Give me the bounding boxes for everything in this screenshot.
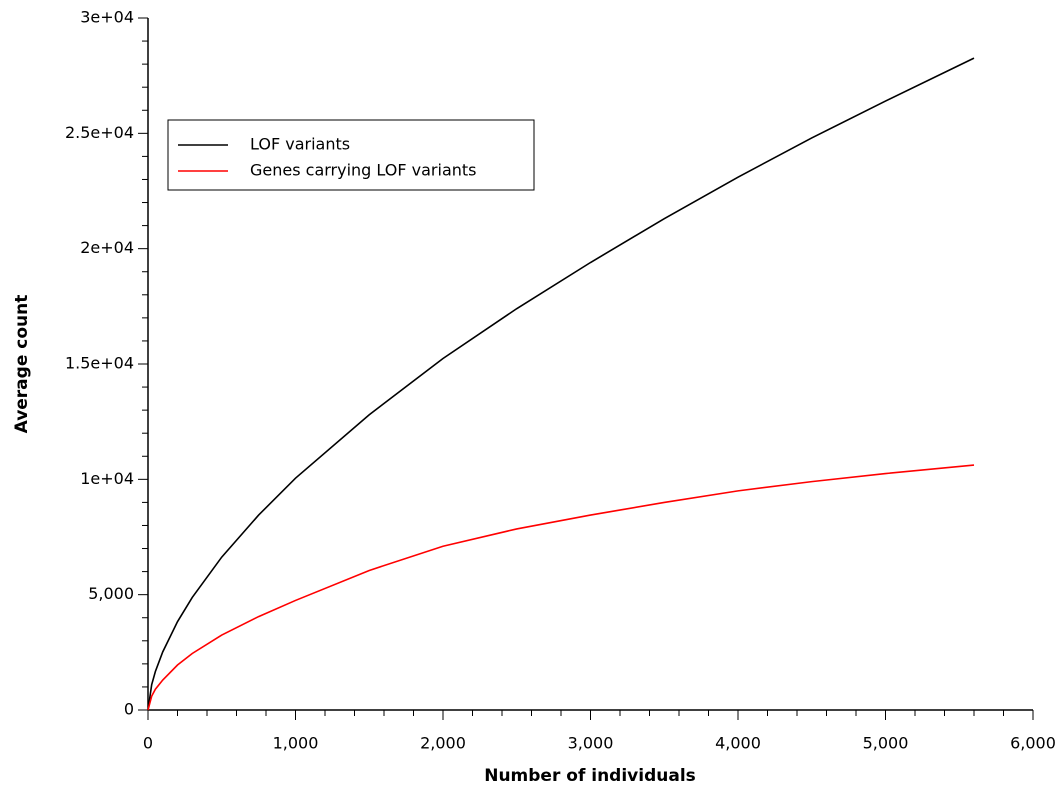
x-tick-label: 6,000 bbox=[1010, 734, 1056, 753]
y-tick-label: 1e+04 bbox=[80, 469, 134, 488]
x-tick-label: 4,000 bbox=[715, 734, 761, 753]
y-tick-label: 5,000 bbox=[88, 584, 134, 603]
x-tick-label: 2,000 bbox=[420, 734, 466, 753]
series-line bbox=[147, 464, 975, 711]
y-axis-label: Average count bbox=[12, 295, 32, 434]
legend-label: LOF variants bbox=[250, 135, 350, 154]
x-tick-label: 5,000 bbox=[863, 734, 909, 753]
x-axis-label: Number of individuals bbox=[484, 766, 696, 786]
x-tick-label: 1,000 bbox=[273, 734, 319, 753]
y-tick-label: 2e+04 bbox=[80, 238, 134, 257]
y-tick-label: 3e+04 bbox=[80, 8, 134, 27]
x-tick-label: 0 bbox=[143, 734, 153, 753]
y-tick-label: 0 bbox=[124, 700, 134, 719]
series-line bbox=[147, 57, 975, 711]
y-tick-label: 1.5e+04 bbox=[65, 354, 134, 373]
y-tick-label: 2.5e+04 bbox=[65, 123, 134, 142]
legend-label: Genes carrying LOF variants bbox=[250, 161, 477, 180]
x-tick-label: 3,000 bbox=[568, 734, 614, 753]
legend-box bbox=[167, 119, 535, 191]
